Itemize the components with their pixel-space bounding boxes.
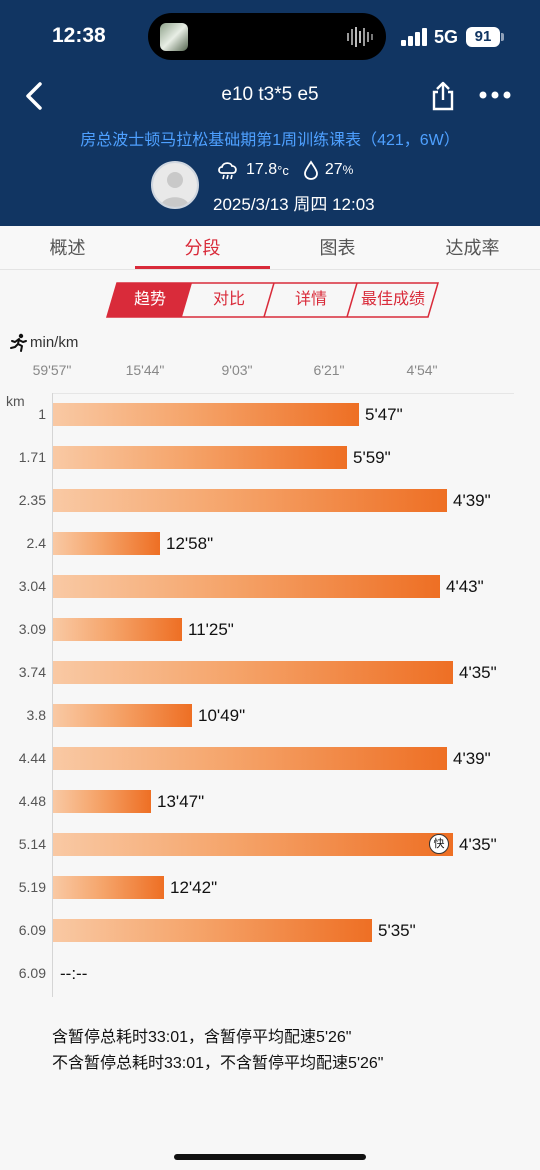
km-label: 6.09 (18, 922, 46, 938)
status-time: 12:38 (52, 24, 106, 47)
audio-wave-icon (347, 27, 373, 47)
back-button[interactable] (22, 80, 48, 112)
battery-icon: 91 (466, 27, 501, 47)
x-tick-label: 59'57" (32, 362, 72, 378)
pace-label: 13'47" (157, 792, 205, 811)
header: 12:38 5G 91 e10 t3*5 e5 房总波士顿马拉松基础期第1周训练… (0, 0, 540, 226)
km-label: 2.35 (18, 492, 46, 508)
split-bar[interactable] (53, 618, 182, 641)
user-avatar-icon (161, 172, 189, 207)
weather-row: 17.8 °c 27 % (216, 159, 353, 181)
split-bar[interactable] (53, 747, 447, 770)
km-label: 5.19 (18, 879, 46, 895)
y-axis-line (52, 393, 53, 997)
tab-achievement[interactable]: 达成率 (445, 238, 500, 258)
segment-frame (105, 282, 440, 318)
avatar[interactable] (151, 161, 199, 209)
battery-nub (501, 33, 505, 41)
dynamic-island (148, 13, 386, 60)
split-bar[interactable] (53, 446, 347, 469)
now-playing-thumbnail (160, 23, 188, 51)
pace-label: 11'25" (188, 620, 234, 639)
km-label: 4.48 (18, 793, 46, 809)
km-label: 1.71 (18, 449, 46, 465)
summary-with-pause: 含暂停总耗时33:01，含暂停平均配速5'26" (52, 1029, 352, 1046)
pace-label: 12'42" (170, 878, 218, 897)
pace-label: 4'39" (453, 749, 491, 768)
split-bar[interactable] (53, 876, 164, 899)
pace-label: 10'49" (198, 706, 246, 725)
tab-charts[interactable]: 图表 (319, 238, 356, 258)
pace-label: 5'47" (365, 405, 403, 424)
temperature-unit: °c (277, 162, 289, 178)
split-bar[interactable] (53, 532, 160, 555)
segment-compare[interactable]: 对比 (212, 291, 245, 308)
split-bar[interactable] (53, 704, 192, 727)
share-icon[interactable] (430, 80, 456, 112)
tab-bar: 概述 分段 图表 达成率 (0, 226, 540, 270)
split-bar[interactable] (53, 575, 440, 598)
split-bar[interactable] (53, 790, 151, 813)
km-label: 2.4 (26, 535, 46, 551)
pace-label: 4'35" (459, 835, 497, 854)
x-axis-line (52, 393, 514, 394)
summary-without-pause: 不含暂停总耗时33:01，不含暂停平均配速5'26" (52, 1055, 384, 1072)
humidity: 27 (324, 161, 343, 178)
pace-label: 5'59" (353, 448, 391, 467)
split-bar[interactable] (53, 833, 453, 856)
km-label: 3.74 (18, 664, 46, 680)
pace-label: 4'35" (459, 663, 497, 682)
segment-details[interactable]: 详情 (294, 291, 327, 308)
split-bar[interactable] (53, 661, 453, 684)
network-type: 5G (434, 26, 459, 47)
temperature: 17.8 (246, 161, 278, 178)
fastest-badge: 快 (429, 834, 449, 854)
x-tick-label: 4'54" (406, 362, 438, 378)
pace-label: 4'43" (446, 577, 484, 596)
humidity-unit: % (342, 163, 354, 177)
pace-label: 12'58" (166, 534, 214, 553)
tab-overview[interactable]: 概述 (49, 238, 86, 258)
segment-control: 趋势 对比 详情 最佳成绩 (104, 282, 440, 318)
pace-label: 5'35" (378, 921, 416, 940)
workout-datetime: 2025/3/13 周四 12:03 (213, 195, 375, 214)
split-bar[interactable] (53, 489, 447, 512)
home-indicator[interactable] (174, 1154, 366, 1160)
tab-splits[interactable]: 分段 (135, 226, 270, 269)
km-label: 5.14 (18, 836, 46, 852)
split-bar[interactable] (53, 919, 372, 942)
x-axis-unit: min/km (30, 334, 79, 351)
km-label: 3.09 (18, 621, 46, 637)
km-label: 3.8 (26, 707, 46, 723)
km-label: 3.04 (18, 578, 46, 594)
x-tick-label: 6'21" (313, 362, 345, 378)
x-tick-label: 9'03" (221, 362, 253, 378)
y-axis-unit: km (6, 393, 25, 409)
segment-trend[interactable]: 趋势 (133, 291, 166, 308)
km-label: 1 (38, 406, 46, 422)
workout-title: e10 t3*5 e5 (221, 84, 319, 105)
runner-icon (10, 333, 27, 352)
humidity-drop-icon (303, 160, 318, 180)
pace-label: 4'39" (453, 491, 491, 510)
plan-subtitle[interactable]: 房总波士顿马拉松基础期第1周训练课表（421，6W） (80, 132, 460, 149)
segment-best[interactable]: 最佳成绩 (360, 291, 425, 308)
pace-label: --:-- (60, 964, 88, 983)
more-icon[interactable] (478, 88, 512, 102)
signal-icon (401, 28, 427, 46)
x-tick-label: 15'44" (125, 362, 165, 378)
cloud-rain-icon (218, 162, 237, 180)
km-label: 6.09 (18, 965, 46, 981)
split-bar[interactable] (53, 403, 359, 426)
km-label: 4.44 (18, 750, 46, 766)
status-icons: 5G 91 (400, 26, 505, 48)
